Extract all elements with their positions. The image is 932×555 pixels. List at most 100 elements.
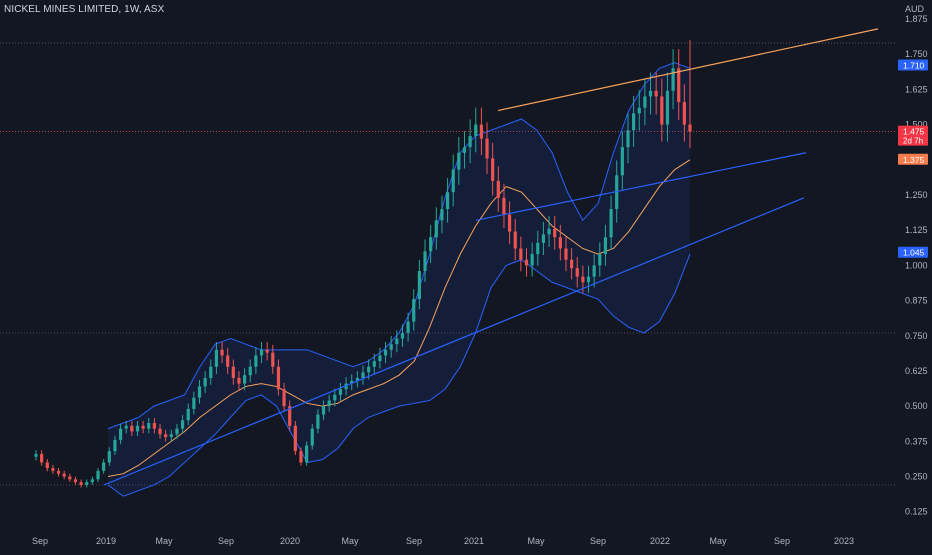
candle-body [429,237,433,252]
candle-body [271,352,275,367]
candle-body [412,299,416,322]
candle-body [248,366,252,376]
candle-body [282,389,286,407]
candle-body [620,147,624,176]
candle-body [682,102,686,125]
candle-body [367,366,371,373]
x-tick-label: May [709,536,727,546]
candle-body [553,228,557,238]
candle-body [519,248,523,260]
candle-body [90,479,94,483]
candle-body [609,209,613,238]
candle-body [265,349,269,353]
y-tick-label: 0.875 [905,296,928,306]
candle-body [660,96,664,125]
candle-body [513,231,517,249]
candle-body [254,355,258,367]
price-badge-label: 1.710 [903,60,925,70]
candle-body [164,434,168,438]
candle-body [152,423,156,429]
y-tick-label: 0.625 [905,366,928,376]
candle-body [406,321,410,333]
candle-body [231,366,235,378]
candle-body [361,372,365,378]
candle-body [440,209,444,221]
x-tick-label: Sep [218,536,234,546]
candle-body [665,90,670,125]
x-tick-label: 2020 [280,536,300,546]
candle-body [350,380,354,384]
candle-body [147,423,151,429]
candle-body [671,68,675,91]
candle-body [107,451,111,463]
x-tick-label: May [155,536,173,546]
candle-body [423,251,427,271]
x-tick-label: 2021 [464,536,484,546]
candle-body [541,234,546,243]
candle-body [293,425,297,452]
candle-body [479,124,483,139]
candle-body [400,332,405,339]
candle-body [502,197,506,215]
y-tick-label: 1.625 [905,84,928,94]
candle-body [169,434,173,438]
candle-body [615,175,619,210]
candle-body [305,445,309,463]
candle-body [654,90,658,97]
candle-body [288,406,292,426]
candle-body [316,414,320,429]
price-badge-label: 1.475 [903,127,925,137]
candle-body [677,68,681,103]
candle-body [310,428,314,446]
x-tick-label: Sep [590,536,606,546]
candle-body [96,470,100,480]
candle-body [118,428,123,440]
candle-body [383,349,388,356]
currency-label: AUD [905,4,925,14]
candle-body [203,377,207,387]
candle-body [570,259,574,269]
candle-body [643,96,647,108]
candle-body [474,124,478,136]
price-axis[interactable] [895,0,932,550]
price-badge-countdown: 2d 7h [903,137,923,146]
candle-body [259,349,264,356]
candle-body [40,453,44,463]
candle-body [457,152,461,170]
y-tick-label: 1.250 [905,190,928,200]
candle-body [586,276,591,283]
candle-body [575,268,579,277]
x-tick-label: May [341,536,359,546]
y-tick-label: 1.500 [905,120,928,130]
price-badge [898,246,928,258]
candle-body [491,158,495,181]
bollinger-upper [107,62,691,430]
candle-body [299,451,303,463]
candle-body [226,355,230,367]
candle-body [68,476,72,480]
resistance-trendline[interactable] [497,28,879,112]
chart-title: NICKEL MINES LIMITED, 1W, ASX [4,4,165,15]
candle-body [130,425,134,432]
candle-body [135,425,140,432]
candle-body [113,439,117,452]
channel-trendline[interactable] [475,152,807,221]
price-badge [898,153,928,165]
candle-body [626,130,630,148]
price-badge [898,59,928,71]
candle-body [214,349,219,367]
candle-body [445,192,450,210]
candle-body [56,470,61,474]
candle-body [603,237,608,255]
candle-body [592,265,596,277]
candle-body [158,428,162,435]
y-tick-label: 1.750 [905,49,928,59]
candle-body [648,90,653,97]
support-trendline[interactable] [103,197,805,486]
candle-body [434,220,438,238]
candle-body [389,344,393,350]
candle-body [344,383,348,390]
candle-body [355,377,359,381]
